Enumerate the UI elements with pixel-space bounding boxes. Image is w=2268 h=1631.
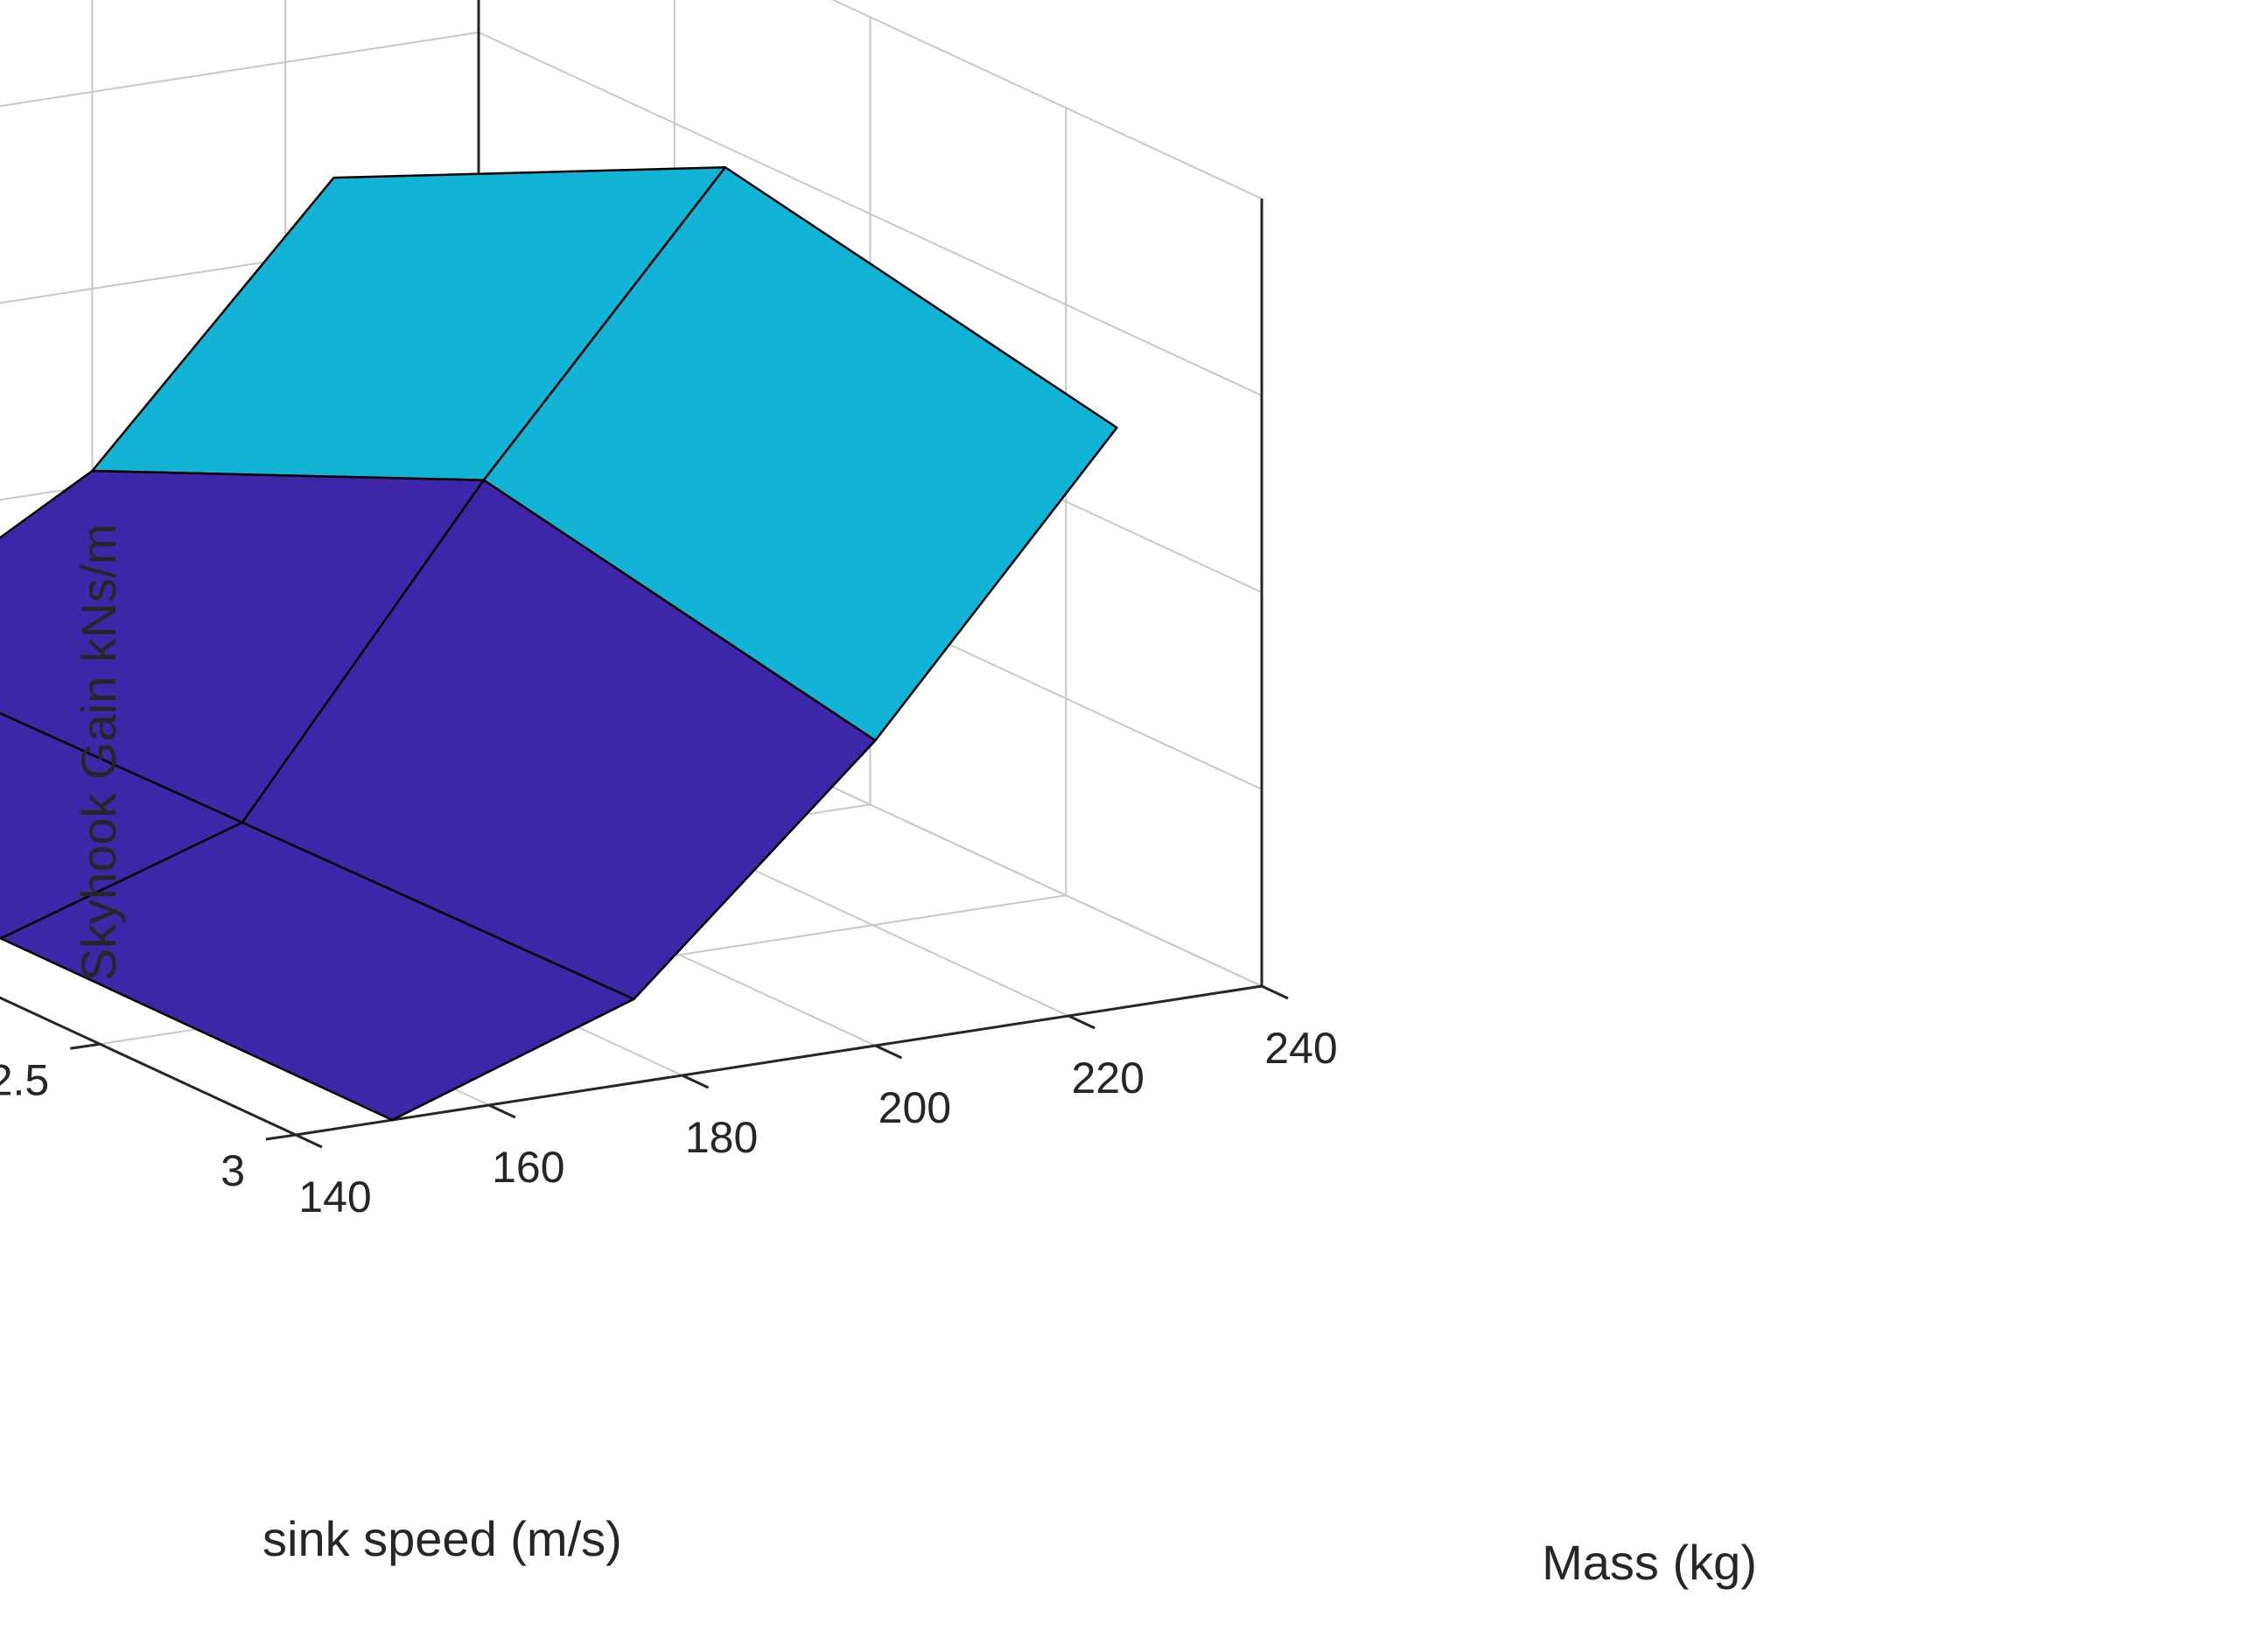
x-tick-label: 220 [1071, 1054, 1144, 1102]
tick-labels: 14016018020022024011.522.530200400600800 [0, 1024, 1338, 1222]
x-tick-label: 140 [298, 1172, 371, 1222]
grid-line [478, 32, 1263, 396]
surface [0, 166, 1118, 1122]
x-axis-title: Mass (kg) [1542, 1535, 1757, 1590]
x-axis-line [295, 984, 1263, 1137]
axes [0, 0, 1289, 1149]
y-axis-line [0, 996, 297, 1137]
y-tick [70, 1042, 101, 1050]
y-tick-label: 3 [220, 1146, 245, 1195]
x-tick [488, 1103, 516, 1119]
x-tick [1068, 1014, 1096, 1030]
z-axis-title: Skyhook Gain kNs/m [71, 524, 126, 982]
y-tick-label: 2.5 [0, 1055, 49, 1104]
x-tick-label: 160 [492, 1143, 564, 1192]
x-tick-label: 240 [1264, 1024, 1337, 1073]
grid-line [831, 0, 1263, 200]
y-tick [265, 1133, 297, 1141]
surface-patch [0, 821, 635, 1122]
x-tick-label: 200 [878, 1083, 951, 1132]
grid-line [0, 32, 480, 108]
x-tick [295, 1133, 323, 1149]
y-axis-title: sink speed (m/s) [262, 1511, 622, 1566]
x-tick [874, 1044, 903, 1060]
x-tick-label: 180 [685, 1113, 758, 1162]
x-tick [1261, 984, 1289, 1000]
x-tick [681, 1074, 710, 1089]
